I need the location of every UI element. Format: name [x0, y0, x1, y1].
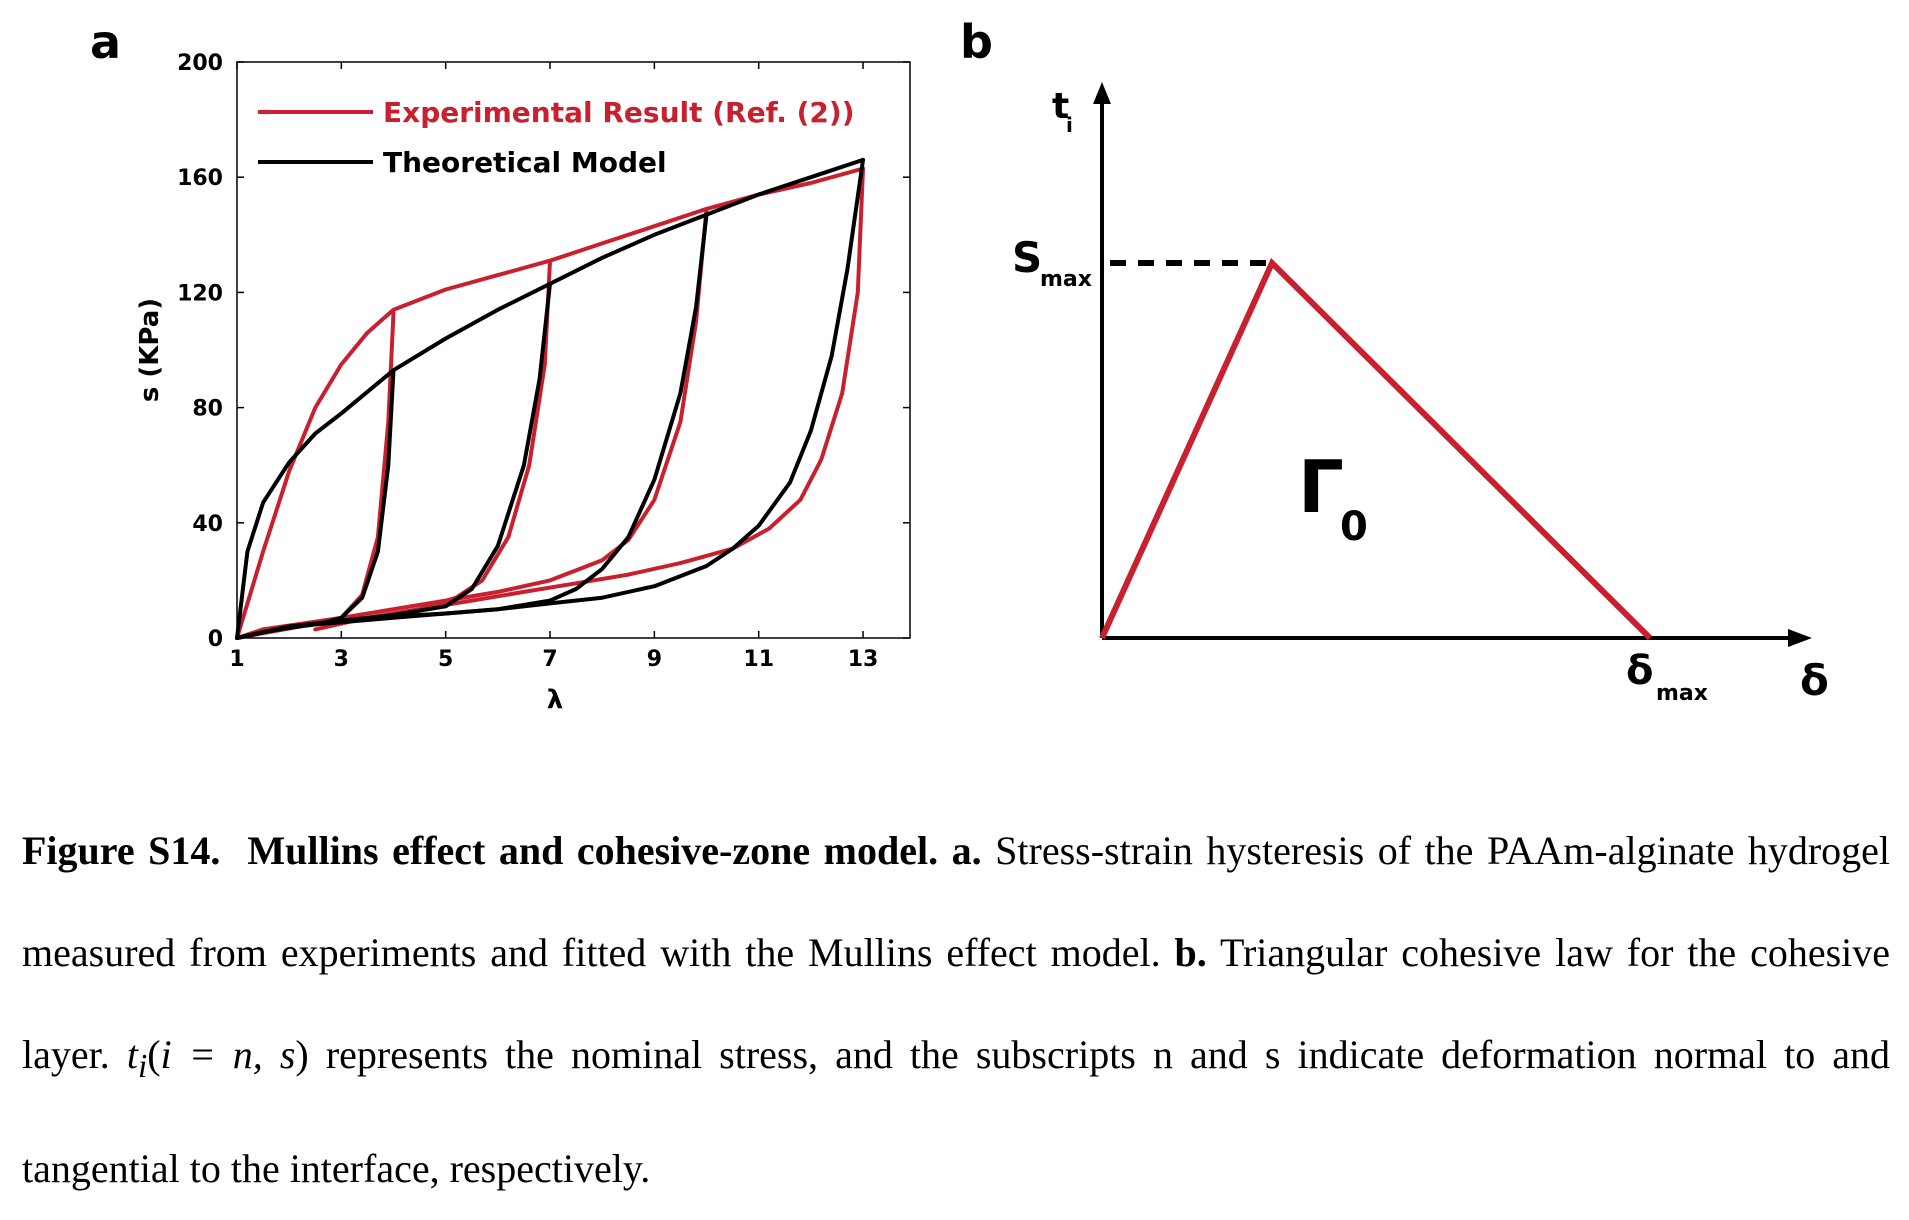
experimental-unloading-curve-1	[235, 310, 396, 640]
cohesive-law-diagram: t i S max δ max δ Γ 0	[1012, 82, 1829, 706]
y-tick-label-80: 80	[192, 397, 223, 422]
figure-caption: Figure S14. Mullins effect and cohesive-…	[22, 800, 1890, 1220]
y-tick-label-0: 0	[208, 627, 223, 652]
model-loading-envelope	[235, 157, 865, 640]
dmax-label: δ	[1626, 648, 1653, 694]
smax-label-sub: max	[1040, 267, 1092, 292]
x-tick-label-11: 11	[743, 647, 774, 672]
experimental-loading-envelope	[235, 166, 865, 640]
caption-title: Mullins effect and cohesive-zone model.	[247, 828, 939, 873]
triangular-law-line	[1099, 257, 1653, 641]
experimental-unloading-curve-4	[313, 166, 865, 632]
ti-axis-arrow	[1093, 82, 1111, 104]
x-tick-label-13: 13	[848, 647, 879, 672]
panel-a-label: a	[90, 15, 121, 69]
caption-math-close: )	[295, 1032, 309, 1077]
gamma-label-sub: 0	[1340, 504, 1368, 550]
x-axis-title: λ	[547, 685, 563, 715]
caption-b-label: b.	[1174, 930, 1207, 975]
caption-math-expr: i = n, s	[160, 1032, 296, 1077]
caption-b-text: Triangular cohesive law for the cohesive…	[22, 930, 1891, 1077]
experimental-unloading-curve-3	[261, 206, 709, 632]
y-tick-label-160: 160	[177, 166, 223, 191]
x-tick-label-1: 1	[229, 647, 244, 672]
caption-figure-id: Figure S14.	[22, 828, 221, 873]
ti-label: t	[1052, 86, 1069, 127]
gamma-label: Γ	[1298, 445, 1344, 529]
x-tick-label-3: 3	[334, 647, 349, 672]
legend: Experimental Result (Ref. (2)) Theoretic…	[258, 96, 855, 179]
plot-frame	[236, 61, 911, 639]
smax-label: S	[1012, 233, 1042, 282]
x-tick-label-9: 9	[647, 647, 662, 672]
caption-math-open: (	[147, 1032, 161, 1077]
dmax-label-sub: max	[1656, 681, 1708, 706]
model-unloading-curve-4	[235, 157, 865, 640]
caption-math-t: t	[126, 1032, 138, 1077]
caption-math-i: i	[137, 1048, 148, 1085]
y-tick-label-200: 200	[177, 51, 223, 76]
caption-a-label: a.	[951, 828, 982, 873]
y-tick-label-40: 40	[192, 512, 223, 537]
x-tick-label-7: 7	[542, 647, 557, 672]
panel-b-label: b	[960, 15, 993, 69]
legend-model: Theoretical Model	[383, 146, 667, 179]
y-tick-label-120: 120	[177, 281, 223, 306]
ti-label-sub: i	[1066, 113, 1073, 137]
x-tick-label-5: 5	[438, 647, 453, 672]
legend-experimental: Experimental Result (Ref. (2))	[383, 96, 855, 129]
delta-axis-label: δ	[1800, 656, 1829, 705]
delta-axis-arrow	[1788, 629, 1812, 647]
caption-a-text: Stress-strain hysteresis of the PAAm-alg…	[22, 828, 1891, 975]
y-axis-title: s (KPa)	[135, 298, 165, 402]
